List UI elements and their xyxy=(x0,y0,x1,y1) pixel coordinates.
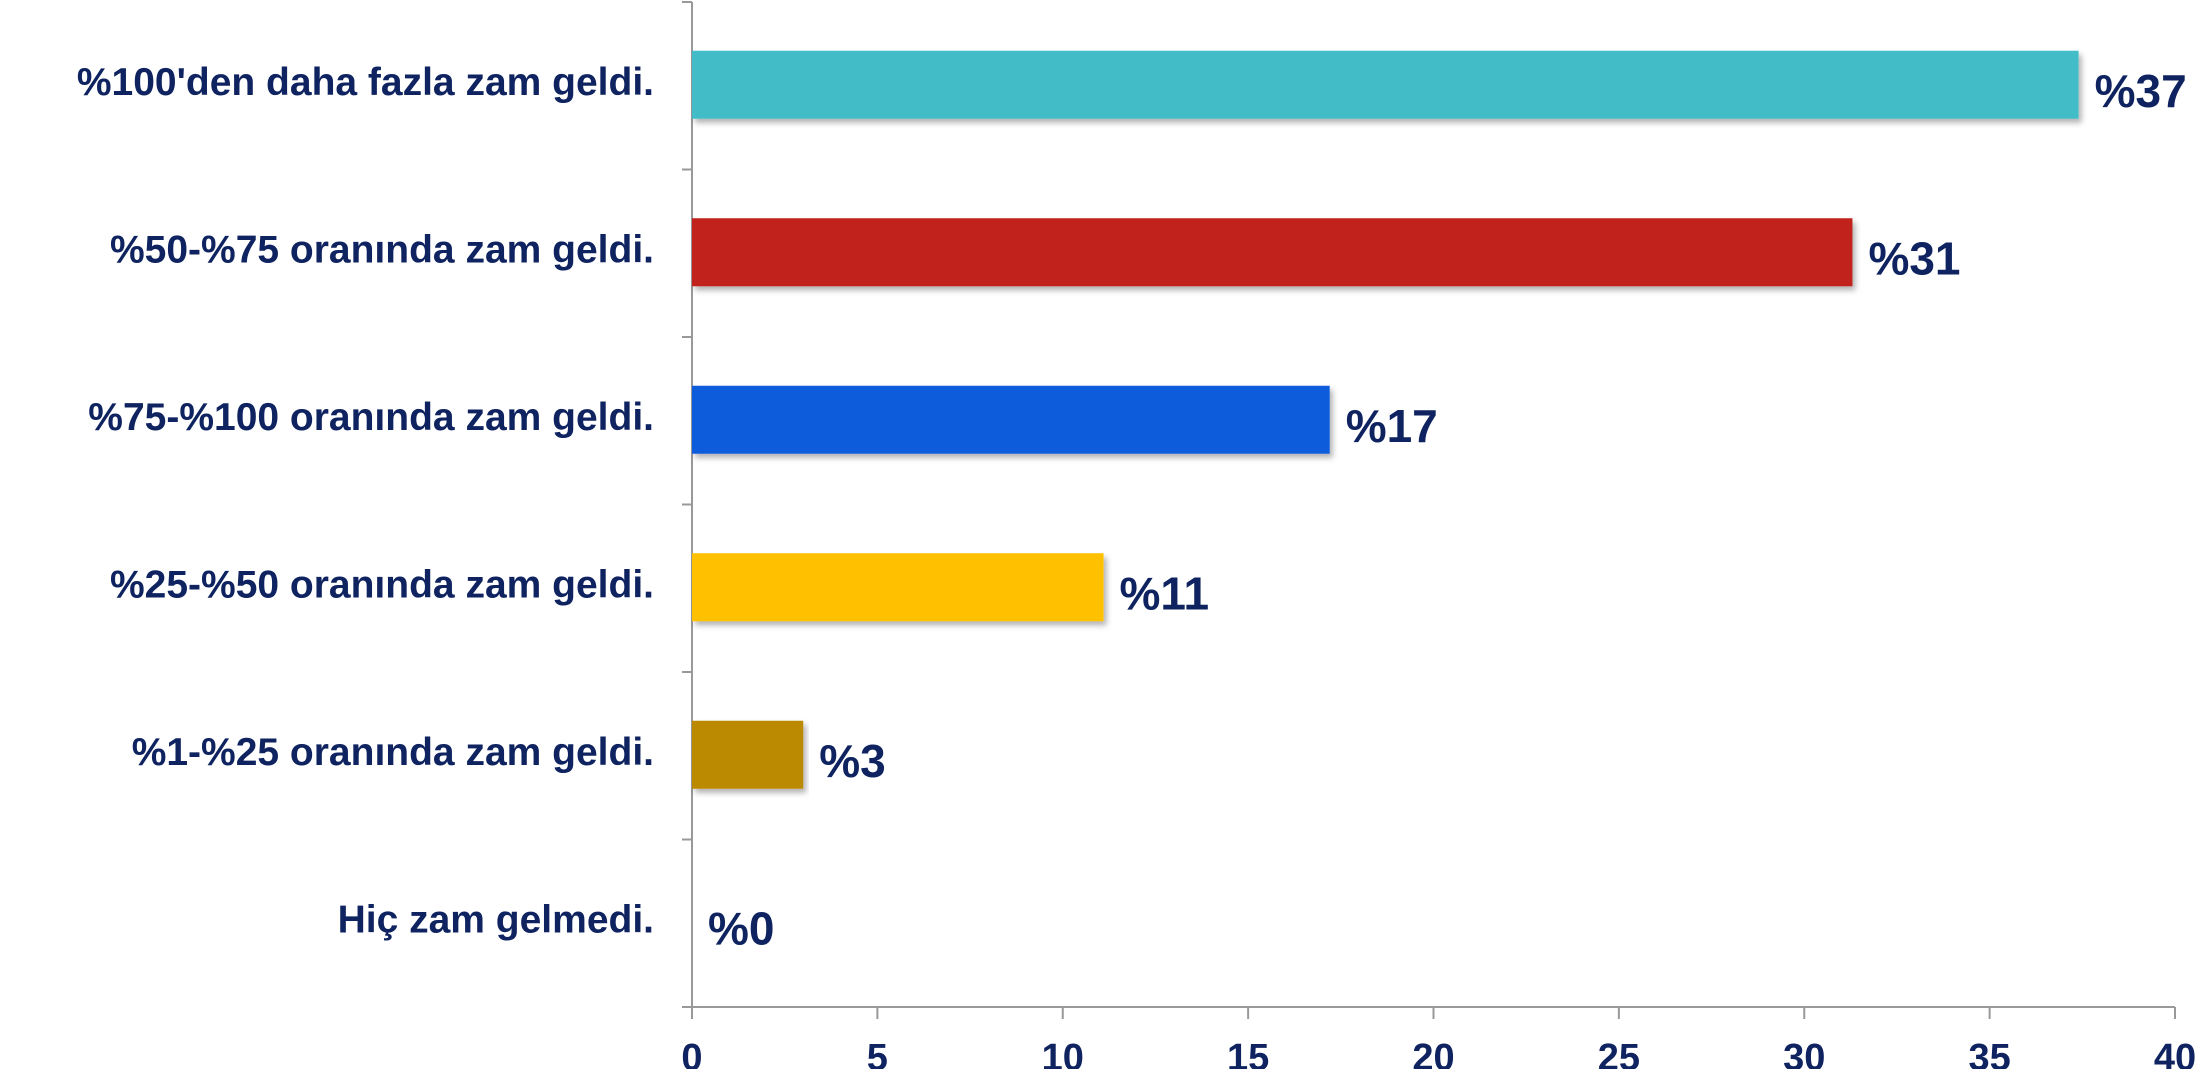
bar xyxy=(692,553,1104,622)
value-label: %0 xyxy=(708,902,774,954)
value-label: %11 xyxy=(1120,567,1210,619)
y-tick-label: %75-%100 oranında zam geldi. xyxy=(88,396,654,439)
x-tick-label: 10 xyxy=(1042,1037,1084,1069)
x-tick-label: 5 xyxy=(867,1037,888,1069)
bar xyxy=(692,720,804,789)
y-tick-label: %1-%25 oranında zam geldi. xyxy=(132,731,654,774)
y-tick-label: %25-%50 oranında zam geldi. xyxy=(110,564,654,607)
bar xyxy=(692,385,1330,454)
x-tick-label: 30 xyxy=(1783,1037,1825,1069)
x-tick-label: 15 xyxy=(1227,1037,1269,1069)
value-label: %3 xyxy=(819,735,885,787)
x-tick-label: 35 xyxy=(1968,1037,2010,1069)
y-tick-label: Hiç zam gelmedi. xyxy=(338,899,654,942)
bar xyxy=(692,218,1853,287)
y-tick-label: %100'den daha fazla zam geldi. xyxy=(77,61,654,104)
x-tick-label: 25 xyxy=(1598,1037,1640,1069)
y-tick-label: %50-%75 oranında zam geldi. xyxy=(110,229,654,272)
x-tick-label: 20 xyxy=(1412,1037,1454,1069)
value-label: %37 xyxy=(2095,65,2187,117)
value-label: %31 xyxy=(1868,232,1960,284)
value-label: %17 xyxy=(1346,400,1438,452)
bar xyxy=(692,50,2079,119)
x-tick-label: 40 xyxy=(2154,1037,2196,1069)
x-tick-label: 0 xyxy=(681,1037,702,1069)
